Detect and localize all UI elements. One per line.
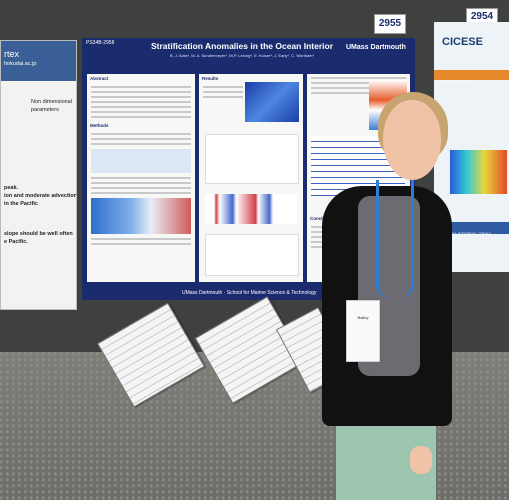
left-poster-line: Non dimensional xyxy=(31,99,72,105)
poster-header: PS34B-2958 Stratification Anomalies in t… xyxy=(82,38,415,68)
booth-number-left: 2955 xyxy=(374,14,406,34)
poster-id: PS34B-2958 xyxy=(86,40,115,46)
left-poster-header xyxy=(1,41,76,81)
poster-footer: UMass Dartmouth · School for Marine Scie… xyxy=(182,290,317,296)
left-poster: rtex hokudai.ac.jp Non dimensional param… xyxy=(0,40,77,310)
left-poster-line: parameters xyxy=(31,107,59,113)
left-poster-line: peak. xyxy=(4,185,19,191)
section-heading: Results xyxy=(202,76,219,81)
spectra-heading: SPECTRA INTERNAL GRAVI xyxy=(438,231,491,236)
left-poster-line: e Pacific. xyxy=(4,239,28,245)
blue-map-figure xyxy=(245,82,299,122)
person-face xyxy=(383,100,441,180)
left-poster-line: hokudai.ac.jp xyxy=(4,61,37,67)
results-panel: Results xyxy=(199,74,303,282)
cicese-logo: CICESE xyxy=(442,36,483,48)
section-heading: Methods xyxy=(90,123,109,128)
line-plot-figure xyxy=(205,134,299,184)
spectra-band: SPECTRA INTERNAL GRAVI xyxy=(434,222,509,236)
left-poster-line: ion and moderate advection). xyxy=(4,193,77,199)
section-heading: Abstract xyxy=(90,76,109,81)
badge-text: Bailey xyxy=(357,315,369,320)
world-map-figure xyxy=(450,150,507,194)
curve-figure xyxy=(205,234,299,276)
main-poster: PS34B-2958 Stratification Anomalies in t… xyxy=(82,38,415,300)
left-poster-line: in the Pacific xyxy=(4,201,38,207)
left-poster-line: rtex xyxy=(4,49,20,59)
poster-title: Stratification Anomalies in the Ocean In… xyxy=(151,41,333,51)
lanyard xyxy=(376,180,414,298)
intro-bar: INTRODUCTION xyxy=(434,70,509,84)
poster-authors: B. J. Avila*, M. A. Sundermeyer*, M-P. L… xyxy=(169,53,315,58)
intro-heading: INTRODUCTION xyxy=(440,79,475,84)
left-poster-line: slope should be well often xyxy=(4,231,73,237)
name-badge: Bailey xyxy=(346,300,380,362)
histogram-figure xyxy=(205,194,297,224)
person-hand xyxy=(410,446,432,474)
abstract-panel: Abstract Methods xyxy=(87,74,195,282)
umass-logo: UMass Dartmouth xyxy=(346,44,406,51)
